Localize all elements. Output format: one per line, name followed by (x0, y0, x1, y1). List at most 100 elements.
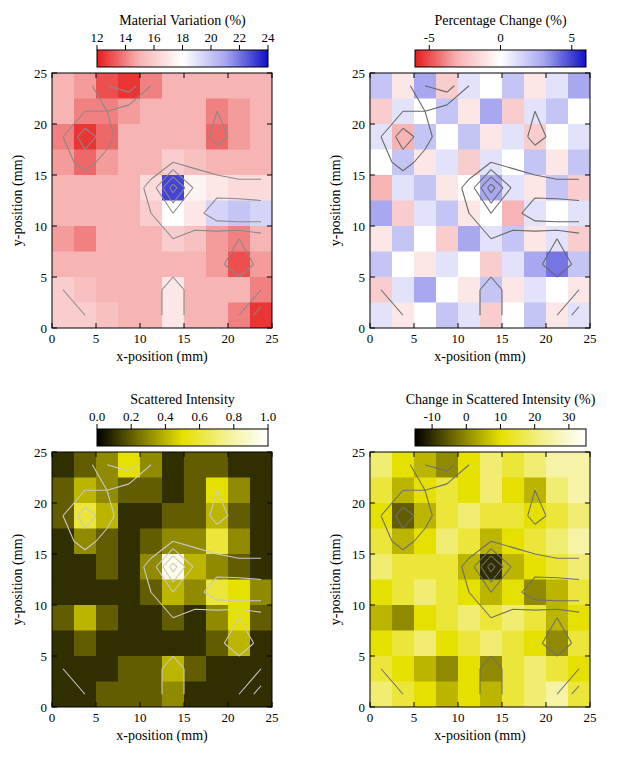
y-tick-label: 15 (352, 168, 365, 183)
heat-cell (436, 478, 459, 504)
heat-cell (206, 554, 229, 580)
x-tick (414, 73, 415, 78)
heat-cell (436, 99, 459, 125)
x-axis-title: x-position (mm) (434, 349, 526, 365)
heat-cell (140, 277, 163, 303)
heat-cell (502, 554, 525, 580)
heat-cell (436, 303, 459, 329)
heat-cell (184, 124, 207, 150)
heat-cell (140, 452, 163, 478)
panel: 05101520250510152025x-position (mm)y-pos… (328, 13, 597, 365)
heat-cell (206, 150, 229, 176)
colorbar-tick-label: 18 (176, 30, 189, 45)
heat-cell (480, 554, 503, 580)
colorbar-tick (466, 424, 467, 429)
heat-cell (524, 175, 547, 201)
x-tick-label: 10 (452, 331, 465, 346)
heat-cell (74, 605, 97, 631)
heat-cell (436, 201, 459, 227)
y-tick (585, 277, 590, 278)
heat-cell (480, 478, 503, 504)
heat-cell (96, 656, 119, 682)
colorbar-tick (125, 45, 126, 50)
heat-cell (436, 150, 459, 176)
heat-cell (568, 452, 590, 478)
heat-cell (250, 226, 272, 252)
heat-cell (502, 452, 525, 478)
y-tick (52, 226, 57, 227)
heat-cell (480, 175, 503, 201)
heat-cell (162, 124, 185, 150)
heat-cell (118, 252, 141, 278)
y-tick (585, 226, 590, 227)
heat-cell (458, 478, 481, 504)
heat-cell (52, 201, 75, 227)
heat-cell (206, 682, 229, 708)
heat-cell (458, 452, 481, 478)
heat-cell (458, 682, 481, 708)
heat-cell (458, 631, 481, 657)
heat-cell (414, 682, 437, 708)
heat-cell (568, 73, 590, 99)
x-tick (546, 323, 547, 328)
y-tick (267, 605, 272, 606)
y-axis-title: y-position (mm) (10, 533, 26, 625)
heat-cell (162, 175, 185, 201)
heat-cell (392, 580, 415, 606)
x-tick-label: 5 (93, 710, 100, 725)
heat-cell (206, 201, 229, 227)
heat-cell (74, 175, 97, 201)
heat-cell (228, 150, 251, 176)
heat-cell (370, 682, 393, 708)
heat-cell (140, 124, 163, 150)
heat-cell (546, 452, 569, 478)
heat-cell (74, 73, 97, 99)
y-tick (585, 175, 590, 176)
x-tick-label: 25 (584, 710, 597, 725)
heat-cell (140, 478, 163, 504)
heat-cell (524, 201, 547, 227)
heat-cell (162, 631, 185, 657)
y-tick-label: 0 (359, 700, 366, 715)
colorbar (415, 50, 586, 67)
heat-cell (118, 605, 141, 631)
heat-cell (524, 124, 547, 150)
heat-cell (546, 529, 569, 555)
heat-cell (524, 277, 547, 303)
y-tick (52, 73, 57, 74)
heat-cell (546, 631, 569, 657)
heat-cell (546, 478, 569, 504)
heat-cell (118, 529, 141, 555)
heat-cell (436, 226, 459, 252)
heat-cell (370, 226, 393, 252)
heat-cell (118, 478, 141, 504)
heat-cell (502, 99, 525, 125)
colorbar-tick-label: 0.2 (123, 409, 139, 424)
heat-cell (250, 124, 272, 150)
heat-cell (546, 656, 569, 682)
heat-cell (118, 682, 141, 708)
heat-cell (414, 150, 437, 176)
heat-cell (502, 529, 525, 555)
y-tick (370, 328, 375, 329)
heat-cell (414, 656, 437, 682)
heat-cell (546, 201, 569, 227)
heat-cell (414, 226, 437, 252)
heat-cell (96, 554, 119, 580)
colorbar-tick (131, 424, 132, 429)
heat-cell (96, 201, 119, 227)
heat-cell (392, 452, 415, 478)
heat-cell (52, 529, 75, 555)
x-tick (184, 323, 185, 328)
x-tick-label: 5 (411, 710, 418, 725)
heat-cell (162, 99, 185, 125)
x-tick (370, 452, 371, 457)
colorbar-tick-label: 24 (262, 30, 276, 45)
heat-cell (250, 73, 272, 99)
heat-cell (458, 529, 481, 555)
colorbar-tick (568, 424, 569, 429)
colorbar-tick (268, 424, 269, 429)
heat-cell (436, 452, 459, 478)
heat-cell (568, 150, 590, 176)
heat-cell (52, 452, 75, 478)
